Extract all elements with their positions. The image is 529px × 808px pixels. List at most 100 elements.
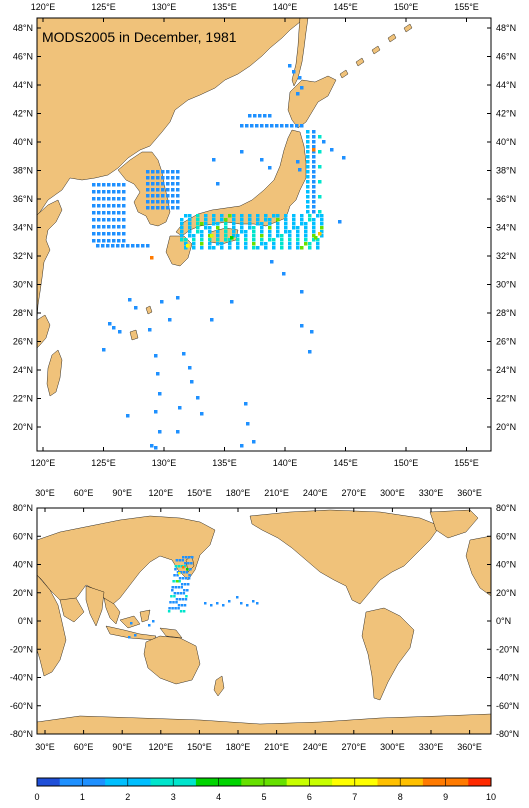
observation-cell — [232, 234, 236, 238]
observation-cell — [304, 226, 308, 230]
observation-cell — [102, 218, 106, 222]
lat-tick-label: -80°N — [10, 729, 33, 739]
observation-cell — [288, 230, 292, 234]
observation-cell — [152, 620, 155, 623]
observation-cell — [212, 218, 216, 222]
observation-cell — [268, 114, 272, 118]
observation-cell — [224, 238, 228, 242]
observation-cell — [255, 124, 259, 128]
colorbar-swatch — [150, 778, 174, 786]
observation-cell — [102, 239, 106, 243]
observation-cell — [175, 559, 179, 562]
observation-cell — [312, 190, 316, 194]
observation-cell — [136, 244, 140, 248]
observation-cell — [128, 298, 132, 302]
observation-cell — [288, 246, 292, 250]
observation-cell — [176, 182, 180, 186]
observation-cell — [216, 234, 220, 238]
observation-cell — [200, 246, 204, 250]
observation-cell — [284, 222, 288, 226]
lon-tick-label: 60°E — [74, 488, 94, 498]
colorbar-tick-label: 3 — [171, 792, 176, 802]
observation-cell — [260, 234, 264, 238]
observation-cell — [182, 610, 186, 613]
observation-cell — [107, 239, 111, 243]
observation-cell — [268, 230, 272, 234]
observation-cell — [270, 260, 274, 264]
observation-cell — [252, 246, 256, 250]
observation-cell — [107, 232, 111, 236]
observation-cell — [316, 214, 320, 218]
observation-cell — [318, 195, 322, 199]
observation-cell — [180, 238, 184, 242]
observation-cell — [171, 182, 175, 186]
lon-tick-label: 120°E — [31, 2, 56, 12]
observation-cell — [184, 238, 188, 242]
observation-cell — [112, 326, 116, 330]
colorbar-swatch — [354, 778, 378, 786]
observation-cell — [176, 430, 180, 434]
observation-cell — [318, 210, 322, 214]
observation-cell — [146, 170, 150, 174]
observation-cell — [117, 218, 121, 222]
observation-cell — [181, 598, 185, 601]
observation-cell — [176, 574, 179, 577]
observation-cell — [204, 602, 207, 605]
observation-cell — [216, 230, 220, 234]
observation-cell — [189, 568, 192, 571]
lat-tick-label: -20°N — [496, 644, 519, 654]
observation-cell — [168, 607, 171, 610]
lat-tick-label: 38°N — [496, 166, 516, 176]
lat-tick-label: 26°N — [496, 337, 516, 347]
observation-cell — [112, 225, 116, 229]
observation-cell — [112, 232, 116, 236]
observation-cell — [180, 583, 184, 586]
observation-cell — [245, 124, 249, 128]
observation-cell — [216, 238, 220, 242]
observation-cell — [167, 610, 171, 613]
observation-cell — [117, 211, 121, 215]
observation-cell — [160, 300, 164, 304]
observation-cell — [248, 114, 252, 118]
observation-cell — [122, 232, 126, 236]
colorbar-tick-label: 9 — [443, 792, 448, 802]
observation-cell — [304, 222, 308, 226]
observation-cell — [97, 225, 101, 229]
observation-cell — [178, 406, 182, 410]
observation-cell — [92, 190, 96, 194]
lon-tick-label: 140°E — [273, 2, 298, 12]
colorbar-swatch — [264, 778, 288, 786]
observation-cell — [306, 155, 310, 159]
observation-cell — [171, 589, 174, 592]
observation-cell — [102, 348, 106, 352]
observation-cell — [97, 183, 101, 187]
observation-cell — [183, 589, 186, 592]
observation-cell — [250, 124, 254, 128]
lat-tick-label: 34°N — [13, 223, 33, 233]
observation-cell — [232, 226, 236, 230]
observation-cell — [292, 222, 296, 226]
bottom-map-lon-ticks-bottom: 30°E 60°E 90°E 120°E 150°E 180°E 210°E 240°E 270… — [35, 730, 482, 752]
observation-cell — [236, 234, 240, 238]
observation-cell — [228, 242, 232, 246]
colorbar-swatch — [377, 778, 401, 786]
observation-cell — [308, 214, 312, 218]
observation-cell — [156, 206, 160, 210]
observation-cell — [256, 218, 260, 222]
observation-cell — [224, 222, 228, 226]
observation-cell — [230, 236, 234, 240]
lat-tick-label: 20°N — [496, 422, 516, 432]
observation-cell — [232, 218, 236, 222]
observation-cell — [92, 204, 96, 208]
lon-tick-label: 330°E — [419, 488, 444, 498]
observation-cell — [306, 140, 310, 144]
lat-tick-label: -20°N — [10, 644, 33, 654]
observation-cell — [222, 604, 225, 607]
observation-cell — [216, 182, 220, 186]
observation-cell — [107, 190, 111, 194]
lat-tick-label: 44°N — [13, 80, 33, 90]
observation-cell — [112, 197, 116, 201]
observation-cell — [171, 607, 174, 610]
lat-tick-label: -60°N — [496, 701, 519, 711]
